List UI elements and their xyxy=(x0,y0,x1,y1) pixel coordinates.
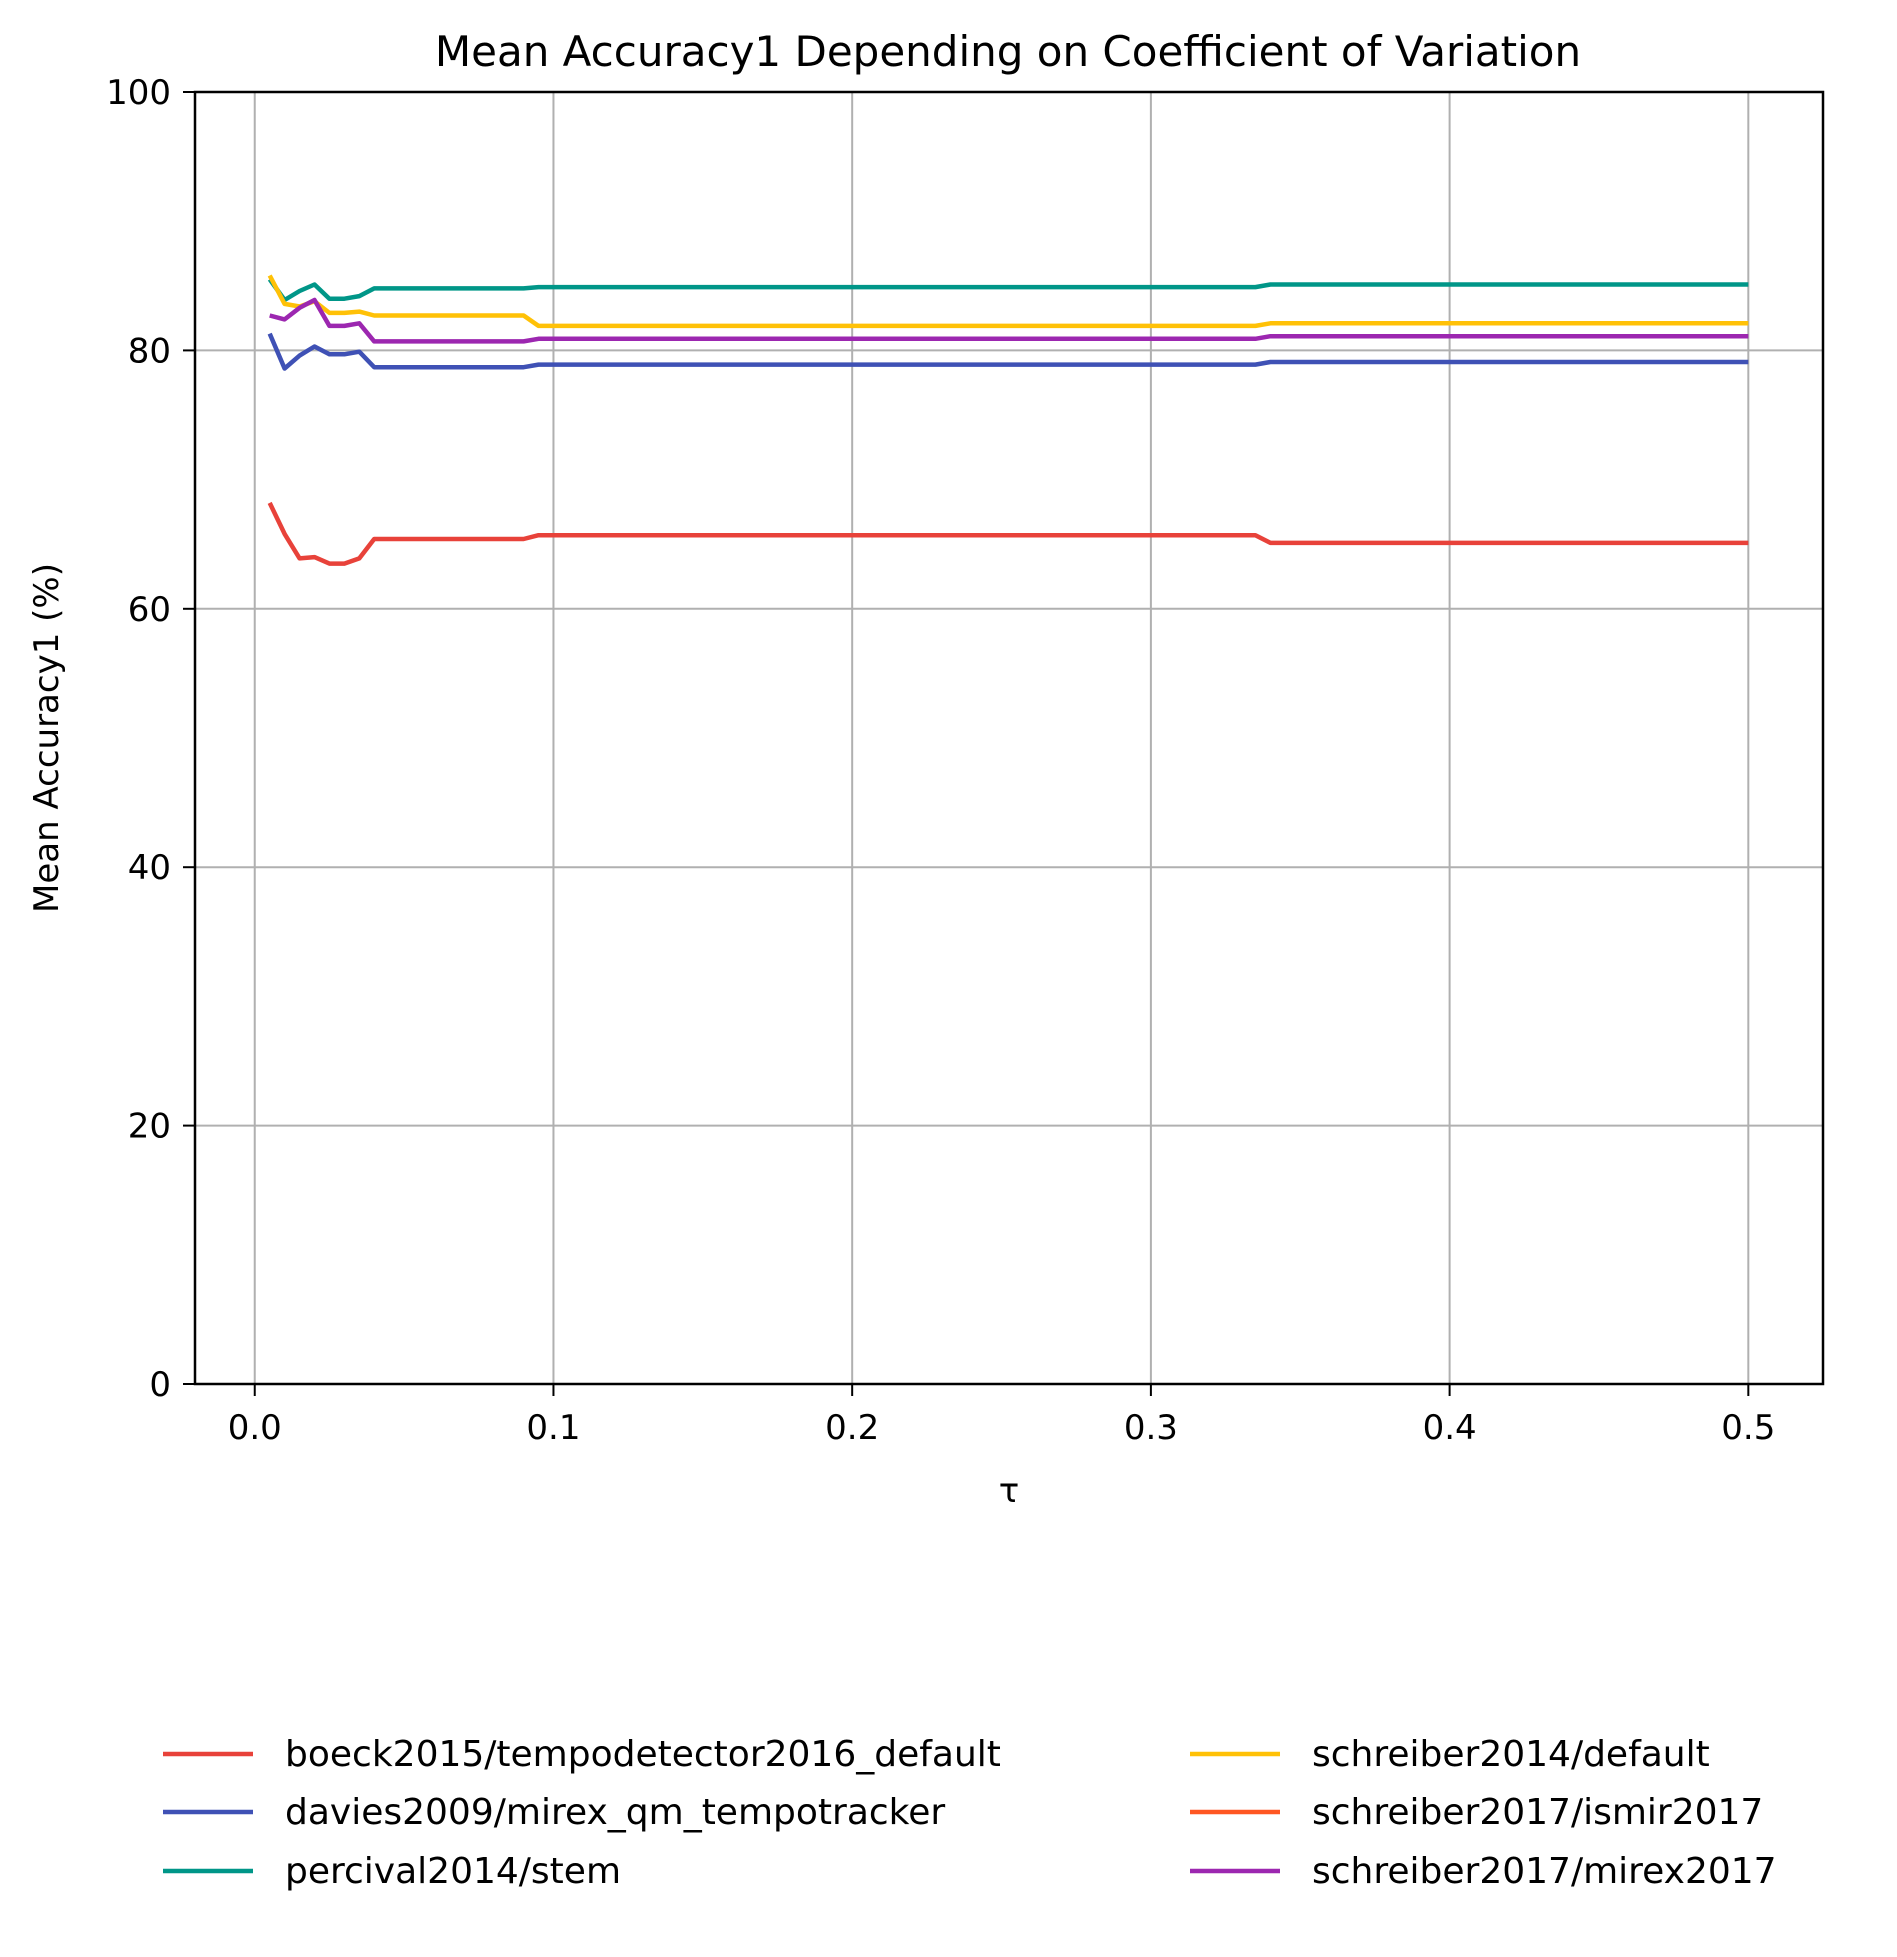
y-tick-label: 80 xyxy=(128,331,171,371)
y-tick-label: 100 xyxy=(106,73,171,113)
x-tick-label: 0.1 xyxy=(526,1408,580,1448)
legend-label: schreiber2014/default xyxy=(1312,1734,1710,1775)
y-tick-label: 0 xyxy=(149,1365,171,1405)
legend-label: boeck2015/tempodetector2016_default xyxy=(285,1734,1001,1775)
y-axis-ticks: 0 20 40 60 80 100 xyxy=(106,73,195,1405)
legend-label: davies2009/mirex_qm_tempotracker xyxy=(285,1792,945,1833)
legend-label: schreiber2017/ismir2017 xyxy=(1312,1792,1763,1833)
series-line xyxy=(267,501,1749,566)
legend-label: schreiber2017/mirex2017 xyxy=(1312,1851,1777,1892)
x-tick-label: 0.5 xyxy=(1721,1408,1775,1448)
x-tick-label: 0.0 xyxy=(228,1408,282,1448)
series-line xyxy=(267,332,1749,371)
x-axis-label: τ xyxy=(999,1471,1019,1511)
y-tick-label: 60 xyxy=(128,590,171,630)
y-tick-label: 20 xyxy=(128,1107,171,1147)
chart-title: Mean Accuracy1 Depending on Coefficient … xyxy=(435,27,1581,76)
x-tick-label: 0.4 xyxy=(1423,1408,1477,1448)
y-axis-label: Mean Accuracy1 (%) xyxy=(27,563,67,913)
series-lines xyxy=(267,274,1749,566)
series-line xyxy=(267,277,1749,303)
series-line xyxy=(269,297,1749,344)
y-tick-label: 40 xyxy=(128,848,171,888)
legend: boeck2015/tempodetector2016_defaultdavie… xyxy=(163,1734,1777,1892)
plot-frame xyxy=(193,90,1825,1386)
x-axis-ticks: 0.0 0.1 0.2 0.3 0.4 0.5 xyxy=(228,1384,1775,1448)
x-tick-label: 0.2 xyxy=(825,1408,879,1448)
x-tick-label: 0.3 xyxy=(1124,1408,1178,1448)
legend-label: percival2014/stem xyxy=(285,1851,621,1892)
